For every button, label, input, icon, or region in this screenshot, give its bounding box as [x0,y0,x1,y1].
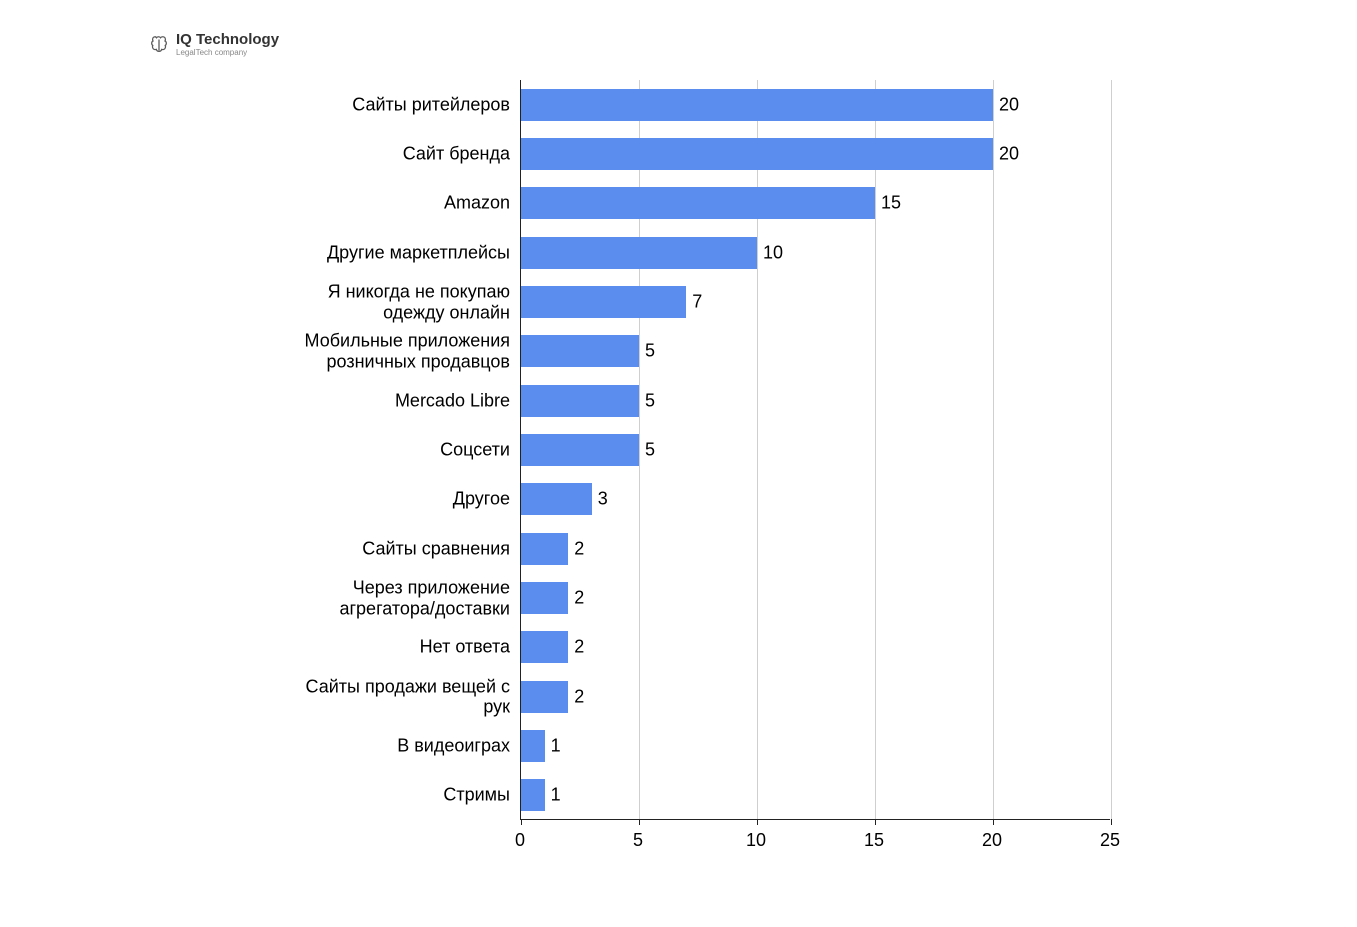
brand-logo: IQ Technology LegalTech company [148,32,279,57]
x-tick-label: 10 [746,830,766,851]
plot-area: 20 20 15 10 7 5 5 5 3 2 2 2 2 1 1 [520,80,1110,820]
bar-row: 2 [521,533,1110,565]
y-category-label: Через приложение агрегатора/доставки [290,577,510,618]
bar-row: 20 [521,138,1110,170]
bar-value-label: 5 [639,390,655,411]
x-tick-mark [639,819,640,825]
bar-row: 2 [521,681,1110,713]
bar-value-label: 2 [568,686,584,707]
bar [521,681,568,713]
bar-value-label: 2 [568,637,584,658]
x-tick-mark [1111,819,1112,825]
x-tick-label: 0 [515,830,525,851]
bar-value-label: 10 [757,242,783,263]
x-tick-label: 20 [982,830,1002,851]
y-category-label: Нет ответа [290,637,510,658]
bar-row: 2 [521,631,1110,663]
bar-value-label: 5 [639,341,655,362]
bar [521,385,639,417]
gridline [1111,80,1112,819]
y-category-label: Сайты сравнения [290,538,510,559]
brand-text: IQ Technology LegalTech company [176,32,279,57]
bar [521,631,568,663]
bar-value-label: 20 [993,94,1019,115]
bar-row: 5 [521,385,1110,417]
x-tick-mark [993,819,994,825]
y-category-label: Другое [290,489,510,510]
bar-value-label: 15 [875,193,901,214]
y-category-label: Amazon [290,193,510,214]
bar-value-label: 1 [545,785,561,806]
page: IQ Technology LegalTech company 20201510… [0,0,1357,927]
bar-value-label: 1 [545,735,561,756]
horizontal-bar-chart: 2020151075553222211 0510152025Сайты рите… [290,80,1110,870]
x-tick-label: 5 [633,830,643,851]
bar-row: 3 [521,483,1110,515]
y-category-label: В видеоиграх [290,736,510,757]
bar-value-label: 5 [639,439,655,460]
bar-value-label: 20 [993,143,1019,164]
bar [521,779,545,811]
x-tick-mark [875,819,876,825]
bar [521,730,545,762]
bar [521,483,592,515]
bar [521,237,757,269]
brand-title: IQ Technology [176,32,279,47]
y-category-label: Mercado Libre [290,390,510,411]
bar [521,335,639,367]
y-category-label: Соцсети [290,440,510,461]
brand-subtitle: LegalTech company [176,49,279,57]
brain-icon [148,34,170,56]
y-category-label: Сайты ритейлеров [290,94,510,115]
bar [521,286,686,318]
bar-row: 1 [521,730,1110,762]
y-category-label: Сайт бренда [290,144,510,165]
bar-row: 20 [521,89,1110,121]
x-tick-label: 25 [1100,830,1120,851]
y-category-label: Другие маркетплейсы [290,242,510,263]
x-tick-mark [521,819,522,825]
bar-row: 2 [521,582,1110,614]
bar-row: 5 [521,434,1110,466]
bar [521,89,993,121]
x-tick-label: 15 [864,830,884,851]
bar [521,582,568,614]
y-category-label: Сайты продажи вещей с рук [290,676,510,717]
bar-row: 10 [521,237,1110,269]
x-tick-mark [757,819,758,825]
bar-value-label: 7 [686,291,702,312]
y-category-label: Я никогда не покупаю одежду онлайн [290,281,510,322]
bar-value-label: 3 [592,489,608,510]
bar-row: 15 [521,187,1110,219]
bar-row: 1 [521,779,1110,811]
bar [521,434,639,466]
bar-value-label: 2 [568,538,584,559]
bar-row: 5 [521,335,1110,367]
bar [521,187,875,219]
bar-value-label: 2 [568,587,584,608]
y-category-label: Мобильные приложения розничных продавцов [290,331,510,372]
bar [521,138,993,170]
bar [521,533,568,565]
y-category-label: Стримы [290,785,510,806]
bar-row: 7 [521,286,1110,318]
